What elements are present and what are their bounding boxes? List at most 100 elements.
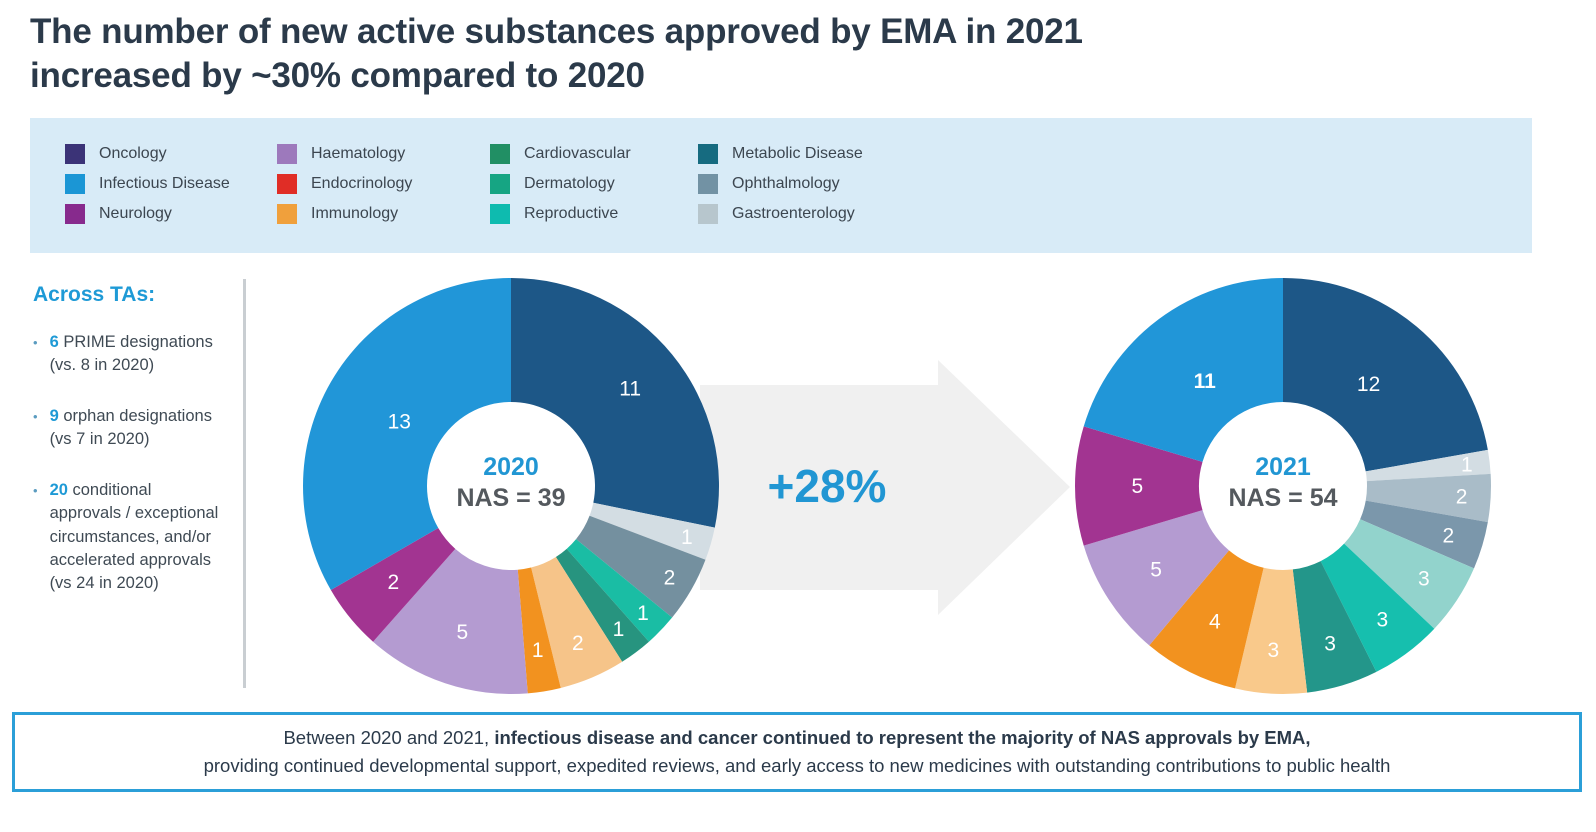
center-nas-2021: NAS = 54 (1228, 483, 1338, 512)
slice-value-label-infectious-disease: 13 (388, 411, 411, 434)
slice-value-label-endocrinology: 3 (1268, 639, 1280, 662)
legend-label: Ophthalmology (732, 174, 840, 192)
legend-column-1: Oncology Infectious Disease Neurology (65, 143, 230, 224)
legend-swatch-cardiovascular (490, 143, 510, 164)
slice-value-label-haematology: 5 (456, 621, 468, 644)
slice-value-label-cardiovascular: 1 (613, 618, 625, 641)
bullet-dot: • (33, 408, 38, 424)
legend-label: Metabolic Disease (732, 144, 863, 162)
legend-swatch-haematology (277, 143, 297, 164)
slice-value-label-dermatology: 1 (637, 602, 649, 625)
legend-label: Dermatology (524, 174, 615, 192)
bullet-number: 6 (49, 333, 59, 351)
slice-value-label-immunology: 1 (532, 639, 544, 662)
legend-item-reproductive: Reproductive (490, 203, 631, 224)
center-year-2020: 2020 (483, 453, 539, 481)
donut-2021-center: 2021 NAS = 54 (1073, 452, 1493, 513)
pie-slice-infectious-disease (303, 278, 511, 590)
legend-label: Reproductive (524, 204, 619, 222)
legend-swatch-oncology (65, 143, 85, 164)
legend-swatch-gastroenterology (698, 203, 718, 224)
legend-swatch-infectious-disease (65, 173, 85, 194)
slice-value-label-endocrinology: 2 (572, 632, 584, 655)
center-year-2021: 2021 (1255, 453, 1311, 481)
legend-item-endocrinology: Endocrinology (277, 173, 412, 194)
slice-value-label-neurology: 5 (1132, 475, 1144, 498)
pie-slice-ophthalmology (576, 515, 706, 618)
pie-slice-haematology (1083, 510, 1230, 646)
sidebar-heading: Across TAs: (33, 283, 156, 306)
slice-value-label-gastroenterology: 1 (681, 526, 693, 549)
legend-item-gastroenterology: Gastroenterology (698, 203, 863, 224)
bullet-text: 6 PRIME designations (vs. 8 in 2020) (49, 333, 213, 375)
vertical-divider (243, 279, 246, 688)
pie-slice-endocrinology (531, 557, 623, 688)
legend-swatch-neurology (65, 203, 85, 224)
legend-label: Oncology (99, 144, 167, 162)
bullet-item-2: • 9 orphan designations (vs 7 in 2020) (33, 405, 238, 452)
legend-swatch-metabolic-disease (698, 143, 718, 164)
pie-slice-ophthalmology (1365, 473, 1492, 523)
legend-swatch-dermatology (490, 173, 510, 194)
legend-item-infectious-disease: Infectious Disease (65, 173, 230, 194)
donut-2020-center: 2020 NAS = 39 (301, 452, 721, 513)
takeaway-line-2: providing continued developmental suppor… (203, 755, 1391, 776)
slice-value-label-reproductive: 3 (1418, 568, 1430, 591)
legend-column-4: Metabolic Disease Ophthalmology Gastroente… (698, 143, 863, 224)
slice-value-label-neurology: 2 (388, 571, 400, 594)
bullet-text: 9 orphan designations (vs 7 in 2020) (49, 406, 212, 449)
legend-label: Immunology (311, 204, 399, 222)
legend-label: Infectious Disease (99, 174, 230, 192)
bullet-number: 20 (49, 480, 68, 499)
slice-value-label-metabolic-disease: 2 (1443, 525, 1455, 548)
pie-slice-immunology (517, 567, 561, 694)
legend-item-haematology: Haematology (277, 143, 412, 164)
pie-slice-immunology (1149, 550, 1264, 689)
legend-item-immunology: Immunology (277, 203, 412, 224)
center-nas-2020: NAS = 39 (456, 483, 566, 512)
growth-percentage-label: +28% (767, 460, 887, 512)
pie-slice-infectious-disease (1083, 278, 1283, 462)
bullet-dot: • (33, 482, 38, 498)
slice-value-label-immunology: 4 (1209, 611, 1221, 634)
pie-slice-metabolic-disease (1360, 500, 1488, 569)
pie-slice-endocrinology (1235, 567, 1308, 694)
legend-label: Haematology (311, 144, 406, 162)
slice-value-label-gastroenterology: 1 (1461, 454, 1473, 477)
sidebar-across-tas: Across TAs: • 6 PRIME designations (vs. 8… (33, 283, 238, 623)
pie-slice-dermatology (566, 539, 673, 642)
legend-label: Endocrinology (311, 174, 413, 192)
takeaway-line1-bold: infectious disease and cancer continued … (494, 727, 1311, 749)
legend-item-oncology: Oncology (65, 143, 230, 164)
legend-label: Cardiovascular (524, 144, 631, 162)
legend-item-ophthalmology: Ophthalmology (698, 173, 863, 194)
slice-value-label-cardiovascular: 3 (1324, 632, 1336, 655)
slice-value-label-oncology: 11 (619, 378, 641, 401)
slice-value-label-ophthalmology: 2 (664, 567, 676, 590)
right-arrow-shape (700, 360, 1070, 615)
bullet-list: • 6 PRIME designations (vs. 8 in 2020) • 9 … (33, 331, 238, 596)
takeaway-line1-normal: Between 2020 and 2021, (283, 727, 495, 749)
pie-slice-haematology (373, 548, 528, 695)
pie-slice-gastroenterology (1365, 449, 1491, 482)
pie-slice-neurology (1075, 426, 1203, 546)
page-title: The number of new active substances appr… (30, 12, 1083, 96)
legend-swatch-immunology (277, 203, 297, 224)
pie-slice-reproductive (1344, 519, 1474, 629)
slice-value-label-dermatology: 3 (1377, 609, 1389, 632)
pie-slice-cardiovascular (555, 548, 649, 662)
legend-label: Gastroenterology (732, 204, 855, 222)
legend-item-metabolic-disease: Metabolic Disease (698, 143, 863, 164)
bullet-item-1: • 6 PRIME designations (vs. 8 in 2020) (33, 331, 238, 378)
bullet-number: 9 (49, 406, 59, 425)
pie-slice-dermatology (1320, 543, 1435, 672)
arrow-polygon (700, 360, 1070, 615)
takeaway-line-1: Between 2020 and 2021, infectious diseas… (283, 724, 1310, 752)
bullet-text: 20 conditional approvals / exceptional c… (49, 480, 219, 593)
slice-value-label-ophthalmology: 2 (1456, 485, 1468, 508)
legend-swatch-ophthalmology (698, 173, 718, 194)
pie-slice-gastroenterology (589, 502, 715, 560)
